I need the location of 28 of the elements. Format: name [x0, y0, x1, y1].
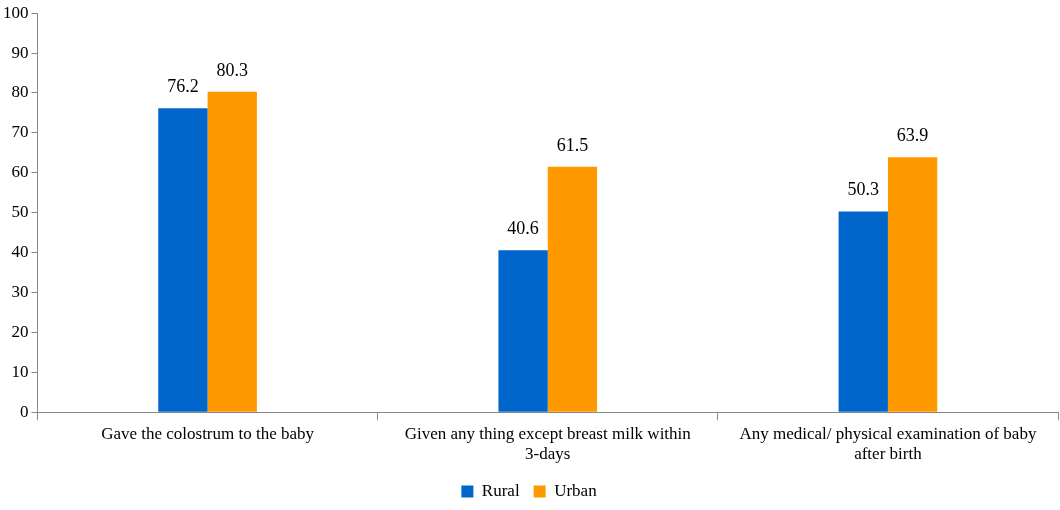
- y-tick-label: 50: [11, 202, 29, 222]
- y-tick-label: 100: [3, 2, 29, 22]
- y-tick-label: 40: [11, 242, 29, 262]
- bar: [887, 157, 938, 412]
- y-tick-label: 30: [11, 281, 29, 301]
- x-tick-label: Given any thing except breast milk within 3-days: [404, 423, 692, 464]
- bar: [838, 211, 888, 412]
- y-tick-label: 80: [11, 82, 29, 102]
- bar: [547, 166, 598, 412]
- bar: [158, 108, 208, 412]
- x-tick-label: Gave the colostrum to the baby: [101, 423, 315, 443]
- data-label: 61.5: [556, 134, 589, 155]
- data-label: 76.2: [167, 75, 199, 96]
- bar: [498, 250, 548, 412]
- data-label: 50.3: [847, 179, 879, 200]
- y-tick-label: 70: [11, 122, 29, 142]
- y-tick-label: 20: [11, 321, 29, 341]
- data-label: 80.3: [216, 59, 248, 80]
- y-tick-label: 10: [11, 361, 29, 381]
- y-tick-label: 90: [11, 42, 29, 62]
- data-label: 63.9: [896, 124, 929, 145]
- x-tick-label: Any medical/ physical examination of baby after birth: [739, 423, 1037, 464]
- data-label: 40.6: [507, 217, 539, 238]
- y-tick-label: 0: [20, 401, 29, 421]
- legend-label: Urban: [554, 480, 598, 500]
- legend-label: Rural: [481, 480, 520, 500]
- y-tick-label: 60: [11, 162, 29, 182]
- bar: [207, 91, 257, 412]
